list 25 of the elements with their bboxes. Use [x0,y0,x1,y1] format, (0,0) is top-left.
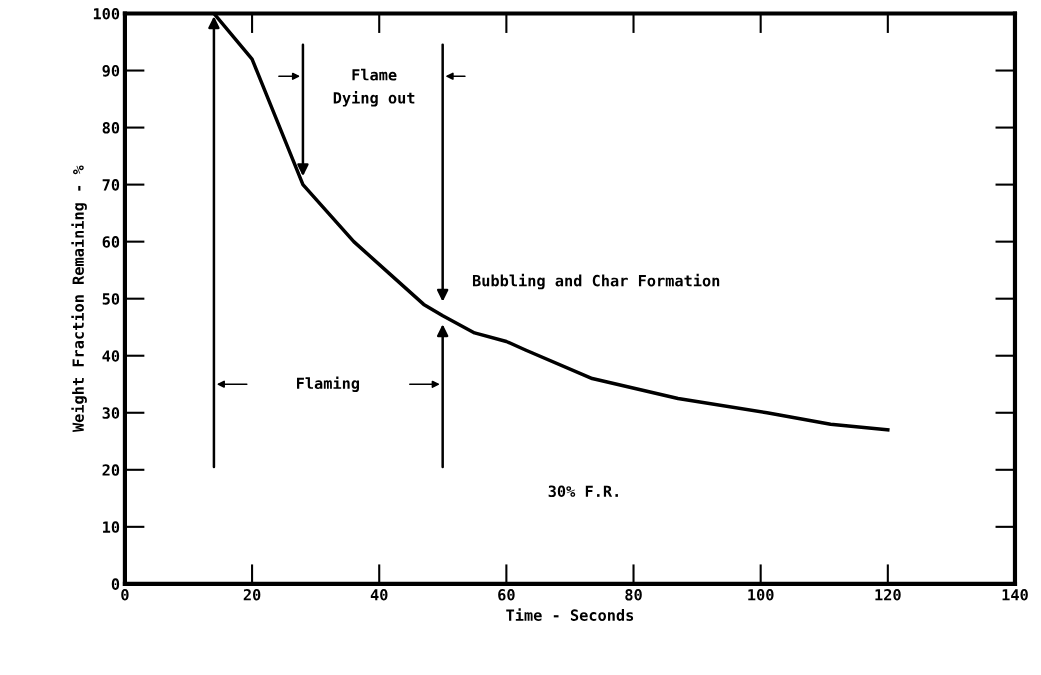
y-tick-label: 0 [111,578,120,590]
x-tick-label: 20 [243,589,261,601]
y-tick-label: 50 [102,293,120,305]
annotation: 30% F.R. [548,485,618,498]
y-tick-label: 100 [93,7,120,20]
x-tick-label: 100 [748,589,774,601]
y-tick-label: 90 [102,65,120,77]
annotation: Flame Dying out [333,68,415,107]
y-tick-label: 10 [103,521,120,533]
y-tick-label: 80 [102,122,120,134]
x-tick-label: 120 [875,589,901,601]
y-tick-label: 70 [102,179,120,191]
x-tick-label: 80 [625,589,642,601]
annotation: Flaming [297,376,360,393]
annotation: Bubbling and Char Formation [472,273,720,290]
x-tick-label: 60 [498,589,515,601]
y-tick-label: 20 [102,464,120,476]
y-tick-label: 40 [102,350,120,362]
y-tick-label: 60 [102,236,120,248]
x-tick-label: 0 [121,589,129,601]
x-tick-label: 140 [1002,589,1028,601]
y-axis-title: Weight Fraction Remaining - % [71,165,87,433]
y-tick-label: 30 [102,407,120,419]
x-tick-label: 40 [370,589,388,601]
x-axis-title: Time - Seconds [506,608,634,621]
